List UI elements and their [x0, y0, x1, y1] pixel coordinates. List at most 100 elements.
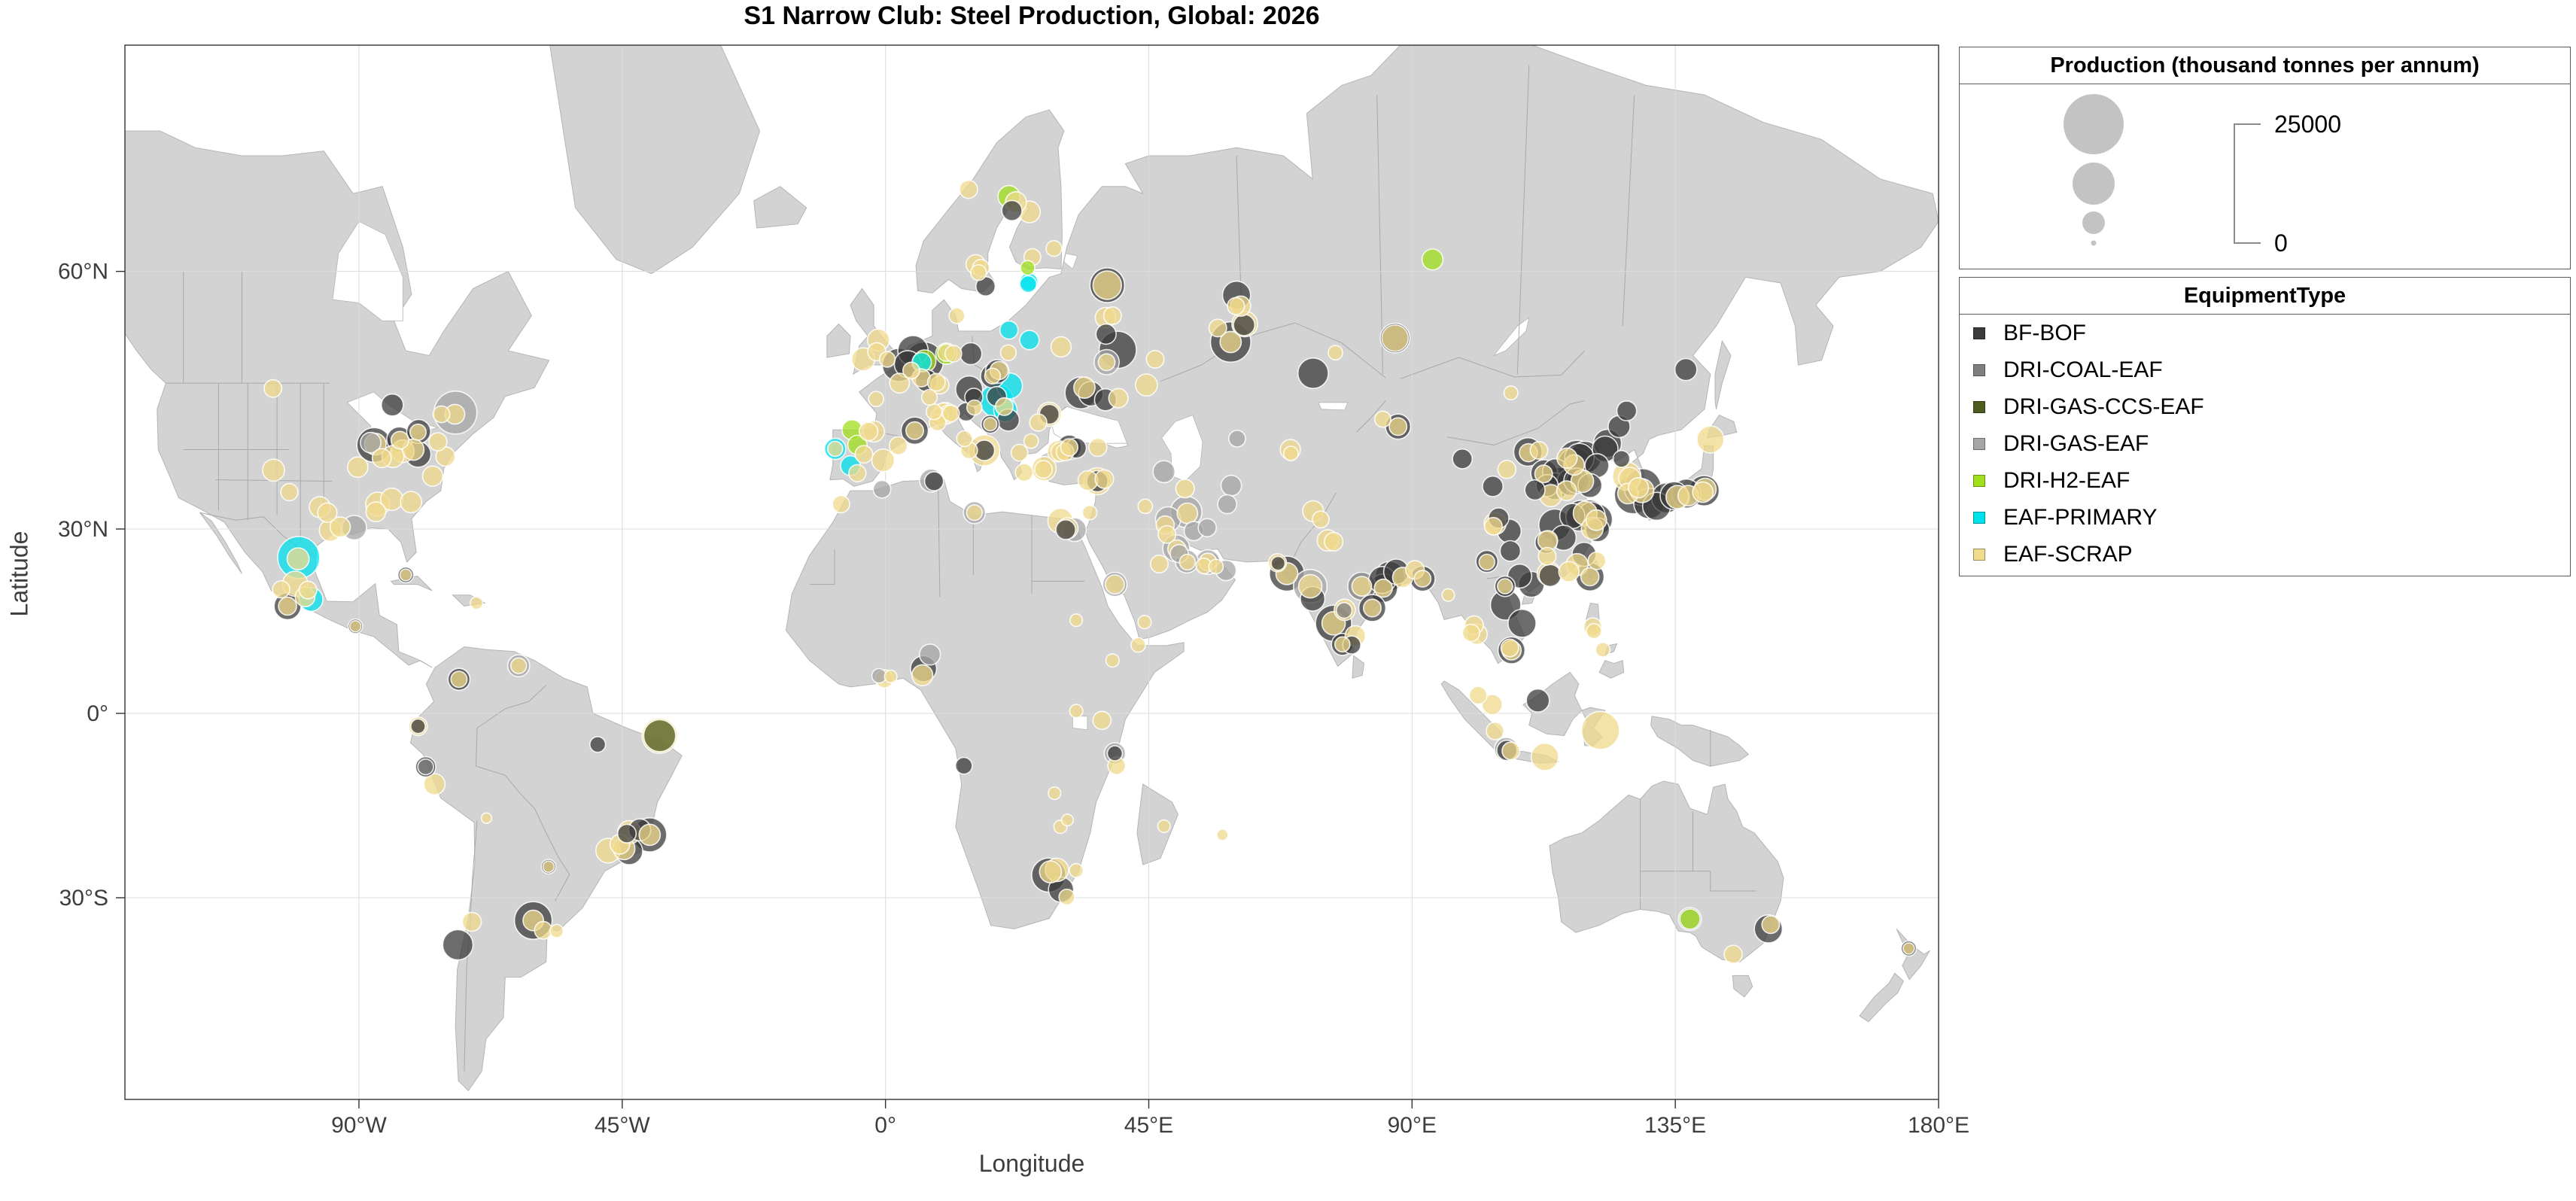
country-border	[1376, 95, 1383, 375]
production-bubble	[399, 568, 412, 582]
production-bubble	[1150, 554, 1169, 573]
production-bubble	[926, 372, 946, 392]
size-legend-max: 25000	[2274, 111, 2341, 138]
production-bubble	[1628, 476, 1650, 499]
production-bubble	[1501, 741, 1521, 761]
production-bubble	[1108, 388, 1129, 409]
production-bubble	[1208, 318, 1227, 338]
production-bubble	[1696, 425, 1725, 454]
production-bubble	[1388, 417, 1408, 436]
lake	[1318, 402, 1349, 411]
production-bubble	[442, 929, 474, 961]
production-bubble	[390, 430, 409, 450]
production-bubble	[1039, 860, 1063, 884]
production-bubble	[286, 547, 310, 571]
production-bubble	[1058, 888, 1075, 906]
production-bubble	[1050, 336, 1072, 358]
legend-label: DRI-GAS-CCS-EAF	[2003, 394, 2204, 419]
country-border	[1400, 350, 1586, 379]
production-bubble	[400, 491, 423, 514]
production-bubble	[1102, 306, 1122, 325]
production-bubble	[848, 464, 867, 482]
production-bubble	[421, 465, 444, 487]
production-bubble	[1497, 578, 1513, 594]
production-bubble	[1297, 573, 1323, 599]
production-bubble	[966, 399, 983, 416]
production-bubble	[1060, 813, 1074, 827]
y-tick-label: 30°N	[58, 517, 108, 542]
production-bubble	[1145, 349, 1165, 369]
production-bubble	[272, 579, 290, 599]
production-bubble	[1137, 615, 1152, 630]
country-border	[1710, 871, 1756, 892]
production-bubble	[966, 503, 984, 521]
production-bubble	[1045, 240, 1063, 257]
production-bubble	[1497, 459, 1517, 479]
production-bubble	[1373, 578, 1393, 598]
country-border	[809, 549, 835, 585]
production-bubble	[1612, 449, 1631, 468]
production-bubble	[1297, 357, 1329, 389]
production-bubble	[317, 502, 338, 523]
equipment-legend-item-dri-gas-eaf: DRI-GAS-EAF	[1960, 425, 2570, 462]
production-bubble	[1137, 498, 1154, 515]
landmass	[1650, 716, 1750, 767]
production-bubble	[1152, 460, 1176, 484]
production-bubble	[1105, 653, 1120, 668]
y-tick-label: 30°S	[59, 886, 108, 911]
production-bubble	[1157, 819, 1171, 833]
country-border	[938, 479, 941, 597]
production-bubble	[1586, 622, 1602, 640]
production-bubble	[346, 456, 369, 479]
production-bubble	[1130, 637, 1146, 653]
landmass	[753, 186, 807, 229]
landmass	[1352, 655, 1365, 679]
production-bubble	[1537, 546, 1557, 566]
production-bubble	[1538, 564, 1562, 588]
legend-swatch	[1973, 437, 1985, 450]
production-bubble	[1106, 745, 1124, 762]
map-layer	[125, 45, 1939, 1099]
equipment-legend-item-bf-bof: BF-BOF	[1960, 315, 2570, 351]
production-bubble	[889, 372, 911, 394]
landmass	[1714, 339, 1732, 409]
production-bubble	[868, 391, 884, 408]
country-border	[1160, 322, 1386, 382]
production-bubble	[409, 423, 427, 441]
production-bubble	[923, 471, 944, 491]
production-bubble	[1674, 357, 1698, 382]
production-bubble	[1092, 270, 1123, 300]
equipment-legend-rows: BF-BOF DRI-COAL-EAF DRI-GAS-CCS-EAF DRI-GAS…	[1960, 315, 2570, 573]
production-bubble	[956, 430, 973, 448]
production-bubble	[959, 342, 983, 366]
production-bubble	[1228, 430, 1246, 448]
equipment-legend-item-eaf-scrap: EAF-SCRAP	[1960, 536, 2570, 573]
production-bubble	[1097, 353, 1116, 372]
production-bubble	[1233, 313, 1256, 336]
size-legend-circle	[2073, 163, 2115, 205]
landmass	[199, 512, 242, 574]
size-legend-canvas: 25000 0	[2064, 94, 2341, 257]
landmass	[1732, 974, 1753, 998]
production-bubble	[1525, 688, 1550, 713]
size-legend-min: 0	[2274, 230, 2288, 257]
production-bubble	[1157, 524, 1177, 544]
y-tick-label: 0°	[87, 701, 108, 726]
production-bubble	[1616, 400, 1638, 421]
production-bubble	[298, 580, 318, 600]
lake	[1072, 716, 1088, 731]
x-tick-label: 90°E	[1388, 1113, 1437, 1138]
production-bubble	[1283, 445, 1299, 462]
y-tick-label: 60°N	[58, 260, 108, 284]
production-bubble	[1534, 464, 1553, 484]
y-axis-label: Latitude	[5, 531, 33, 617]
production-bubble	[263, 379, 283, 398]
production-bubble	[1421, 248, 1444, 271]
production-bubble	[1461, 623, 1481, 643]
production-bubble	[1761, 915, 1781, 935]
production-bubble	[920, 388, 938, 406]
production-bubble	[999, 320, 1019, 340]
production-bubble	[959, 179, 978, 199]
production-bubble	[365, 501, 387, 523]
production-bubble	[1175, 479, 1195, 499]
